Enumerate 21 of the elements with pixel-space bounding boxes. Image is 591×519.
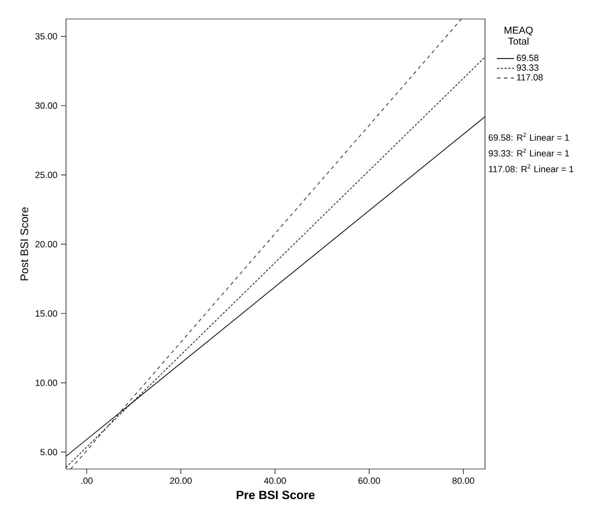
text: 69.58: R$^{2}$ Linear = 1 — [488, 132, 570, 141]
text: 117.08: R$^{2}$ Linear = 1 — [488, 164, 574, 172]
y-tick-label: 5.00 — [40, 448, 58, 456]
y-tick-label: 25.00 — [35, 172, 58, 178]
text: 93.33: R$^{2}$ Linear = 1 — [488, 148, 570, 157]
legend-title: MEAQ Total — [504, 26, 533, 45]
y-tick-label: 30.00 — [35, 102, 58, 109]
x-tick-label: 80.00 — [452, 478, 474, 484]
y-tick-label: 20.00 — [35, 241, 58, 248]
y-axis-title: Post BSI Score — [20, 207, 28, 280]
x-tick-label: 60.00 — [358, 478, 380, 484]
y-tick-label: 10.00 — [36, 380, 58, 386]
x-tick-label: 20.00 — [170, 478, 192, 484]
legend-label: 69.58 — [516, 54, 538, 62]
x-tick-label: 40.00 — [264, 478, 286, 484]
x-tick-label: .00 — [81, 478, 93, 484]
y-tick-label: 35.00 — [35, 33, 58, 40]
y-tick-label: 15.00 — [36, 310, 58, 317]
legend-label: 117.08 — [517, 74, 543, 81]
legend-label: 93.33 — [516, 64, 538, 71]
x-axis-title: Pre BSI Score — [236, 490, 315, 500]
